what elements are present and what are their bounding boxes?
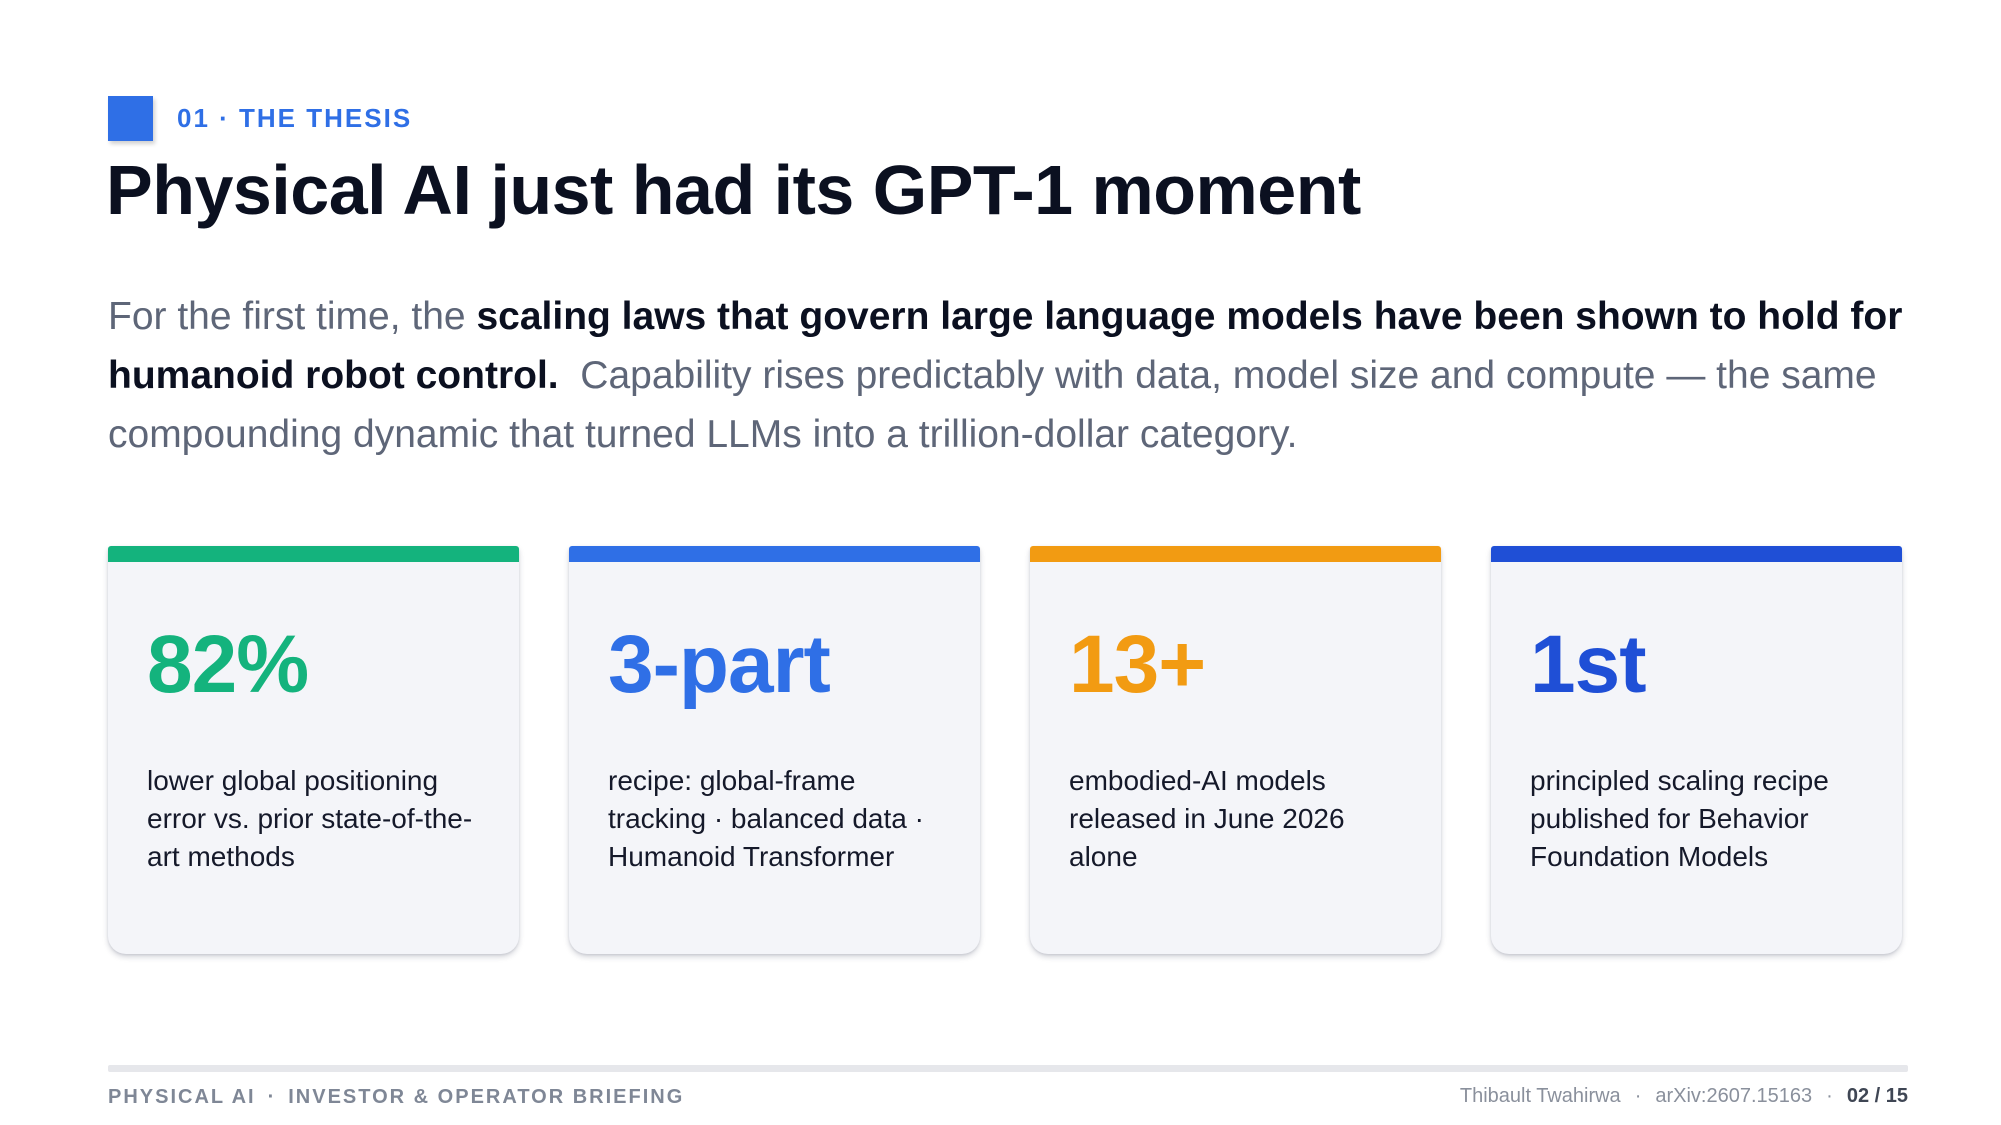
footer-deck-label: PHYSICAL AI · INVESTOR & OPERATOR BRIEFING — [108, 1086, 684, 1109]
footer-deck-title: PHYSICAL AI — [108, 1086, 256, 1108]
footer-separator: · — [1634, 1085, 1642, 1107]
stat-card-value: 82% — [147, 619, 309, 710]
section-marker-square — [108, 96, 153, 141]
footer-meta: Thibault Twahirwa · arXiv:2607.15163 · 02 / … — [1460, 1085, 1908, 1108]
stat-card-value: 3-part — [608, 619, 831, 710]
footer-separator: · — [1826, 1085, 1833, 1107]
stat-card-accent-bar — [1491, 546, 1902, 562]
footer-separator: · — [267, 1086, 277, 1108]
page-number: 02 / 15 — [1846, 1085, 1908, 1107]
stat-card-recipe: 3-part recipe: global-frame tracking · b… — [569, 546, 980, 954]
footer-deck-subtitle: INVESTOR & OPERATOR BRIEFING — [288, 1086, 685, 1108]
stat-card-positioning: 82% lower global positioning error vs. p… — [108, 546, 519, 954]
stat-card-accent-bar — [1030, 546, 1441, 562]
stat-card-description: embodied-AI models released in June 2026… — [1069, 765, 1345, 872]
lead-intro: For the first time, the — [108, 295, 477, 338]
lead-emphasis: scaling laws that govern large language … — [108, 295, 1903, 397]
lead-paragraph: For the first time, the scaling laws tha… — [108, 287, 1908, 464]
footer-author: Thibault Twahirwa — [1459, 1085, 1621, 1107]
stat-card-description: lower global positioning error vs. prior… — [147, 765, 473, 872]
stat-card-accent-bar — [108, 546, 519, 562]
lead-rest: Capability rises predictably with data, … — [108, 354, 1877, 456]
stat-cards: 82% lower global positioning error vs. p… — [108, 546, 1902, 954]
footer-divider — [108, 1065, 1908, 1072]
stat-card-description: recipe: global-frame tracking · balanced… — [608, 765, 924, 872]
stat-card-value: 13+ — [1069, 619, 1206, 710]
footer-reference: arXiv:2607.15163 — [1655, 1085, 1813, 1107]
stat-card-description: principled scaling recipe published for … — [1530, 765, 1829, 872]
slide-title: Physical AI just had its GPT-1 moment — [106, 151, 1361, 229]
stat-card-value: 1st — [1530, 619, 1647, 710]
stat-card-models: 13+ embodied-AI models released in June … — [1030, 546, 1441, 954]
stat-card-first: 1st principled scaling recipe published … — [1491, 546, 1902, 954]
section-label: 01 · THE THESIS — [177, 103, 413, 133]
section-eyebrow: 01 · THE THESIS — [108, 96, 412, 141]
stat-card-accent-bar — [569, 546, 980, 562]
